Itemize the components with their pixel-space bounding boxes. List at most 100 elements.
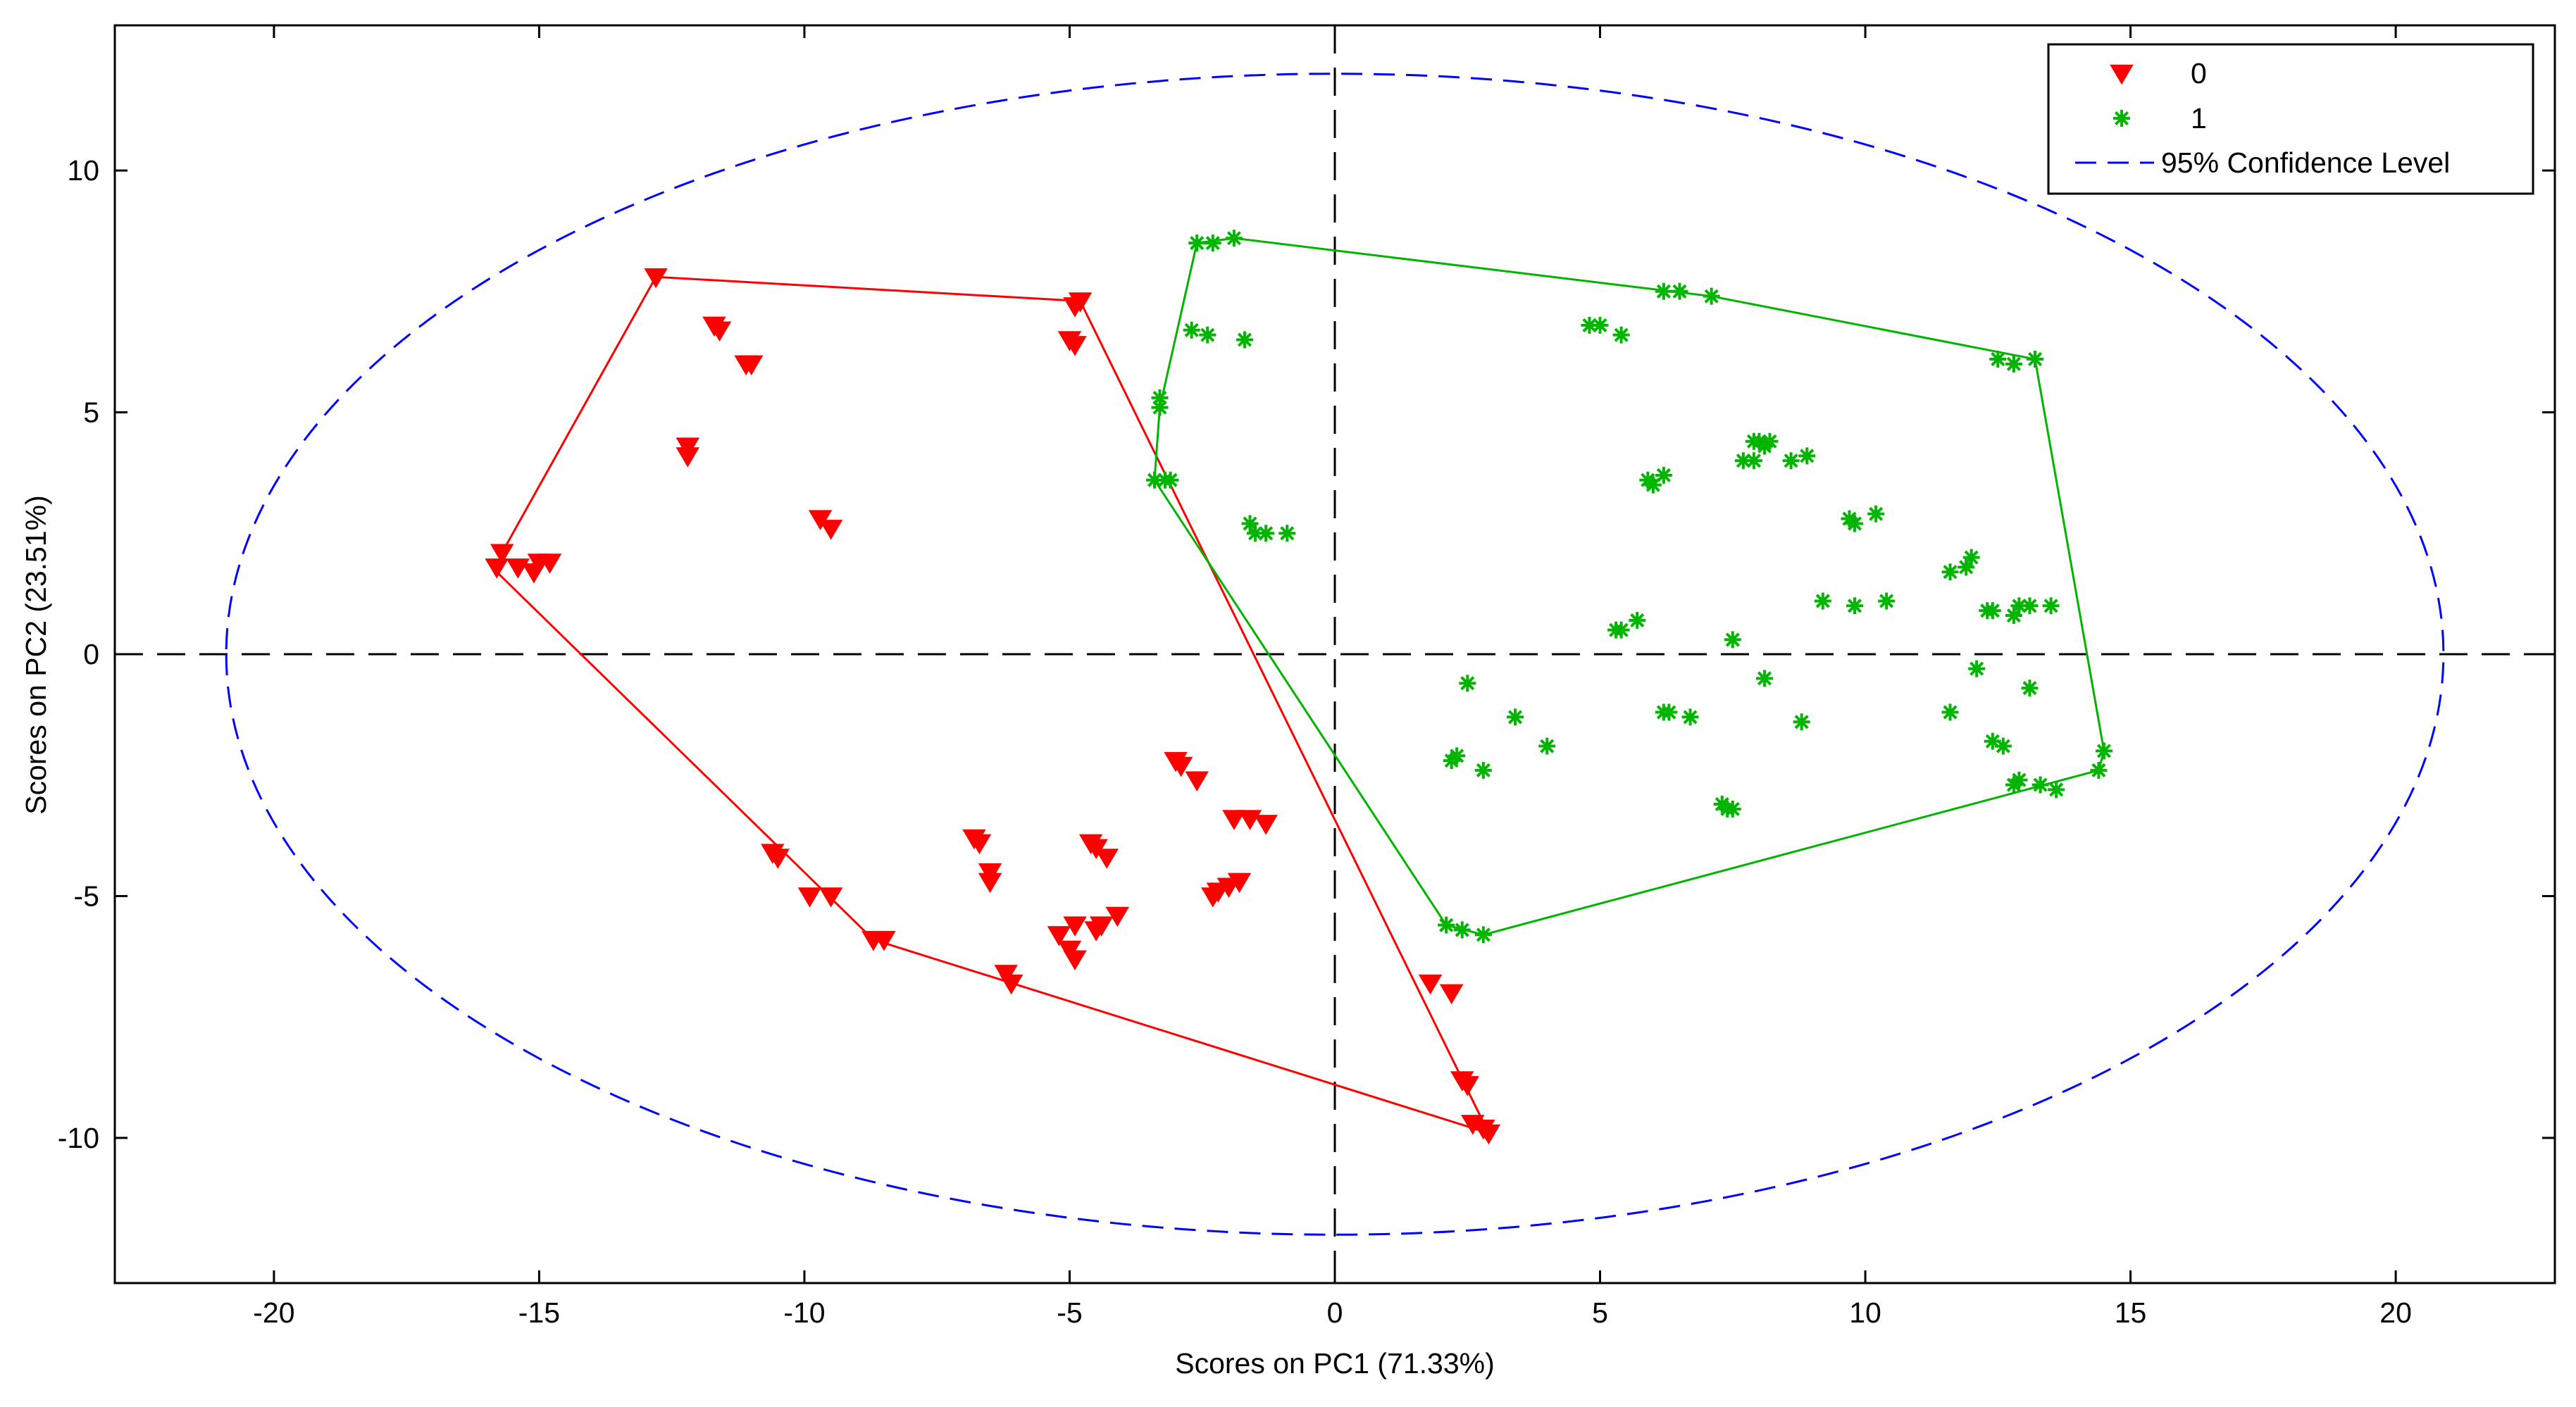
point-group-1 <box>1984 732 2001 750</box>
x-tick-label: 0 <box>1327 1296 1343 1329</box>
x-tick-label: -15 <box>518 1296 560 1329</box>
point-group-1 <box>1798 447 1816 465</box>
point-group-0 <box>797 887 822 908</box>
point-group-1 <box>1745 452 1762 470</box>
point-group-1 <box>1994 737 2012 755</box>
point-group-1 <box>1846 597 1863 615</box>
point-group-1 <box>1507 708 1524 726</box>
x-tick-label: 5 <box>1592 1296 1608 1329</box>
legend-confidence-label: 95% Confidence Level <box>2161 146 2450 179</box>
y-tick-label: 0 <box>83 638 99 670</box>
point-group-1 <box>1474 926 1492 944</box>
point-group-1 <box>2048 781 2065 799</box>
point-group-1 <box>1629 611 1646 629</box>
point-group-0 <box>1063 336 1087 356</box>
point-group-0 <box>1063 916 1087 937</box>
point-group-1 <box>1968 660 1986 677</box>
reference-lines <box>115 25 2555 1283</box>
point-group-1 <box>1958 558 1975 576</box>
x-tick-label: 10 <box>1849 1296 1881 1329</box>
legend: 0 1 95% Confidence Level <box>2047 43 2534 195</box>
point-group-0 <box>872 931 896 951</box>
point-group-0 <box>1063 950 1087 970</box>
y-axis-ticks: -10 -5 0 5 10 <box>58 154 2555 1154</box>
x-tick-label: -20 <box>253 1296 294 1329</box>
point-group-1 <box>1151 389 1169 406</box>
point-group-1 <box>1655 282 1672 300</box>
point-group-1 <box>1941 563 1959 581</box>
point-group-1 <box>2031 776 2049 794</box>
point-group-0 <box>1047 926 1071 946</box>
point-group-1 <box>1581 316 1598 334</box>
point-group-1 <box>1612 326 1630 344</box>
point-group-1 <box>1734 452 1752 470</box>
point-group-1 <box>1236 331 1253 349</box>
point-group-1 <box>1453 921 1471 939</box>
legend-marker-1 <box>2113 110 2130 127</box>
point-group-0 <box>1169 756 1193 777</box>
legend-marker-0 <box>2110 64 2134 85</box>
point-group-0 <box>739 355 764 376</box>
point-group-1 <box>1962 549 1980 566</box>
point-group-1 <box>2005 355 2022 373</box>
y-tick-label: 5 <box>83 396 99 429</box>
point-group-1 <box>1761 432 1779 450</box>
point-group-0 <box>1185 771 1209 792</box>
point-group-0 <box>819 520 843 540</box>
point-group-0 <box>1227 873 1252 894</box>
point-group-0 <box>485 558 509 579</box>
point-group-1 <box>1793 713 1810 731</box>
point-group-1 <box>1162 471 1179 489</box>
point-group-1 <box>2090 761 2108 779</box>
legend-label-1: 1 <box>2191 102 2207 135</box>
point-group-1 <box>1438 916 1455 934</box>
point-group-0 <box>978 873 1002 894</box>
point-group-0 <box>1089 916 1114 937</box>
point-group-1 <box>2005 607 2022 625</box>
point-group-1 <box>1257 525 1275 542</box>
point-group-1 <box>2021 680 2039 697</box>
x-axis-title: Scores on PC1 (71.33%) <box>1175 1347 1495 1380</box>
point-group-1 <box>1989 350 2007 368</box>
point-group-0 <box>967 834 992 855</box>
x-tick-label: 15 <box>2115 1296 2147 1329</box>
point-group-1 <box>1660 704 1678 721</box>
point-group-1 <box>1681 708 1699 726</box>
point-group-1 <box>1278 525 1296 542</box>
point-group-1 <box>1612 621 1630 639</box>
point-group-1 <box>1183 321 1200 339</box>
point-group-0 <box>1439 984 1464 1005</box>
point-group-1 <box>1241 515 1259 532</box>
legend-label-0: 0 <box>2191 57 2207 89</box>
point-group-1 <box>2021 597 2039 615</box>
point-group-1 <box>1448 747 1466 765</box>
y-tick-label: -5 <box>74 880 99 912</box>
point-group-1 <box>1199 326 1217 344</box>
x-axis-ticks: -20 -15 -10 -5 0 5 10 15 20 <box>253 25 2412 1329</box>
point-group-0 <box>1063 297 1087 318</box>
point-group-0 <box>1105 906 1129 927</box>
point-group-0 <box>1254 815 1278 835</box>
point-group-0 <box>522 563 546 584</box>
point-group-1 <box>1703 287 1720 305</box>
point-group-1 <box>1145 471 1163 489</box>
point-group-1 <box>2095 742 2113 760</box>
y-tick-label: -10 <box>58 1122 99 1154</box>
point-group-0 <box>644 268 668 289</box>
point-group-1 <box>1755 670 1773 687</box>
point-group-1 <box>1225 230 1243 247</box>
y-tick-label: 10 <box>67 154 99 187</box>
point-group-1 <box>1591 316 1609 334</box>
point-group-1 <box>1724 631 1741 649</box>
point-group-0 <box>999 974 1023 995</box>
point-group-0 <box>1222 810 1246 830</box>
point-group-0 <box>676 447 700 468</box>
point-group-1 <box>1538 737 1556 755</box>
point-group-1 <box>1644 476 1662 494</box>
point-group-1 <box>1846 515 1863 532</box>
point-group-1 <box>1724 800 1741 818</box>
point-group-1 <box>2010 597 2028 615</box>
y-axis-title: Scores on PC2 (23.51%) <box>20 495 52 815</box>
x-tick-label: -5 <box>1057 1296 1082 1329</box>
point-group-0 <box>819 887 843 908</box>
